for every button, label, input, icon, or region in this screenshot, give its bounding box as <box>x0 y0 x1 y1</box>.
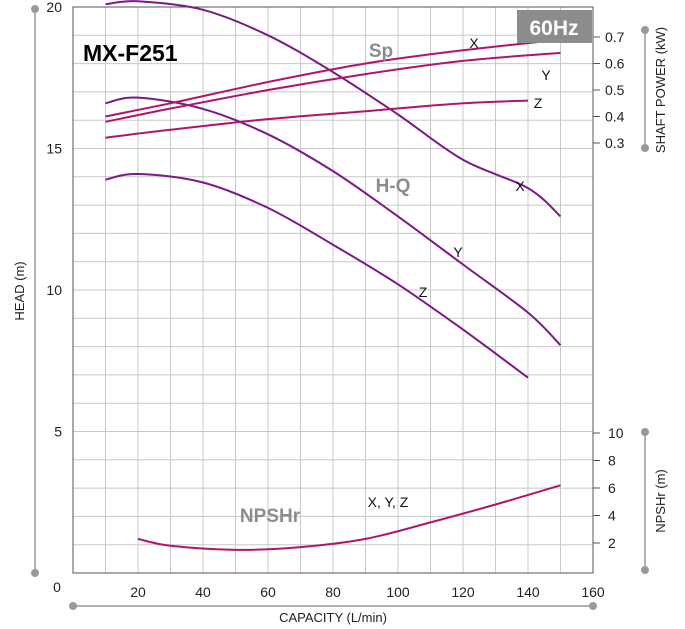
head-tick-label: 10 <box>46 282 62 298</box>
x-tick-label: 60 <box>260 584 276 600</box>
grid <box>73 7 593 573</box>
x-tick-label: 120 <box>451 584 475 600</box>
head-series-label-y: Y <box>453 244 463 260</box>
power-series-label-y: Y <box>541 67 551 83</box>
frequency-badge <box>517 10 592 43</box>
x-tick-label: 20 <box>130 584 146 600</box>
npsh-curve <box>137 484 561 551</box>
x-axis-title: CAPACITY (L/min) <box>279 610 387 625</box>
npsh-tick-label: 2 <box>608 535 616 551</box>
x-axis-bracket-end-dot <box>589 602 597 610</box>
npsh-axis-title: NPSHr (m) <box>653 469 668 533</box>
x-tick-label: 40 <box>195 584 211 600</box>
power-series-label-x: X <box>469 35 479 51</box>
power-axis-bracket-end-dot <box>641 26 649 34</box>
head-axis-bracket-end-dot <box>31 5 39 13</box>
power-axis-title: SHAFT POWER (kW) <box>653 27 668 153</box>
power-axis-bracket-end-dot <box>641 144 649 152</box>
head-group-label: H-Q <box>376 176 411 197</box>
power-tick-label: 0.5 <box>605 82 625 98</box>
power-series-label-z: Z <box>534 95 543 111</box>
npsh-tick-label: 10 <box>608 425 624 441</box>
npsh-group-label: NPSHr <box>240 506 301 527</box>
power-tick-label: 0.4 <box>605 109 625 125</box>
head-curve-z <box>105 172 529 379</box>
x-tick-label: 140 <box>516 584 540 600</box>
head-tick-label: 5 <box>54 424 62 440</box>
npsh-axis-bracket-end-dot <box>641 566 649 574</box>
frequency-badge-label: 60Hz <box>529 17 578 40</box>
power-curve-y <box>105 51 561 123</box>
head-series-label-z: Z <box>419 284 428 300</box>
head-curve-y <box>105 96 562 346</box>
power-curve-z <box>105 99 529 139</box>
npsh-series-label: X, Y, Z <box>368 494 409 510</box>
x-tick-label: 100 <box>386 584 410 600</box>
head-tick-label: 20 <box>46 0 62 15</box>
origin-label: 0 <box>53 579 61 595</box>
x-tick-label: 160 <box>581 584 605 600</box>
x-axis-bracket-end-dot <box>69 602 77 610</box>
npsh-axis-bracket-end-dot <box>641 428 649 436</box>
head-series-label-x: X <box>515 178 525 194</box>
head-axis-bracket-end-dot <box>31 569 39 577</box>
curves <box>105 0 562 551</box>
power-curve-x <box>105 38 561 118</box>
power-tick-label: 0.6 <box>605 56 625 72</box>
chart-title: MX-F251 <box>83 40 178 66</box>
plot-frame <box>72 6 594 574</box>
power-group-label: Sp <box>369 41 393 62</box>
npsh-tick-label: 6 <box>608 480 616 496</box>
power-tick-label: 0.7 <box>605 29 625 45</box>
head-tick-label: 15 <box>46 141 62 157</box>
head-curve-x <box>105 0 562 218</box>
npsh-tick-label: 8 <box>608 453 616 469</box>
head-axis-title: HEAD (m) <box>12 261 27 320</box>
power-tick-label: 0.3 <box>605 135 625 151</box>
axes: 20 40 60 80 100 120 140 160 0 5 10 15 20 0.3 0.4 0.5 0.6… <box>12 0 668 625</box>
npsh-tick-label: 4 <box>608 508 616 524</box>
x-tick-label: 80 <box>325 584 341 600</box>
